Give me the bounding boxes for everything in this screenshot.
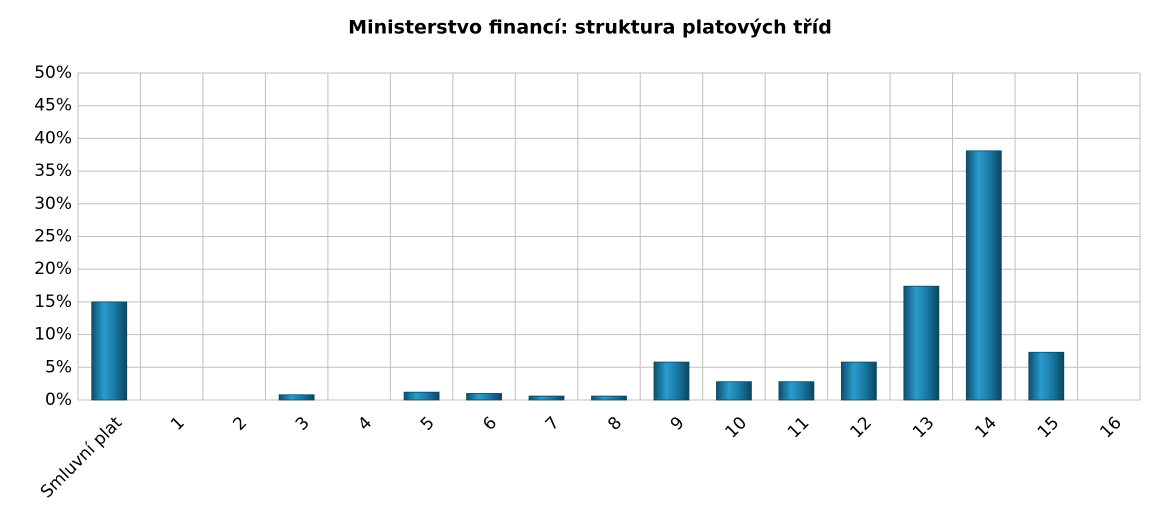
- x-tick-label: 2: [229, 413, 251, 435]
- bar: [278, 394, 315, 401]
- x-tick-label: 10: [722, 413, 751, 442]
- y-tick-label: 40%: [34, 128, 72, 148]
- bar: [778, 381, 815, 401]
- y-tick-label: 15%: [34, 292, 72, 312]
- y-tick-label: 0%: [45, 390, 72, 410]
- bar: [840, 361, 877, 401]
- x-tick-label: 12: [847, 413, 876, 442]
- x-tick-label: 15: [1034, 413, 1063, 442]
- chart-title: Ministerstvo financí: struktura platovýc…: [348, 17, 832, 39]
- bar: [653, 361, 690, 401]
- x-tick-label: 9: [667, 413, 689, 435]
- x-tick-label: 11: [784, 413, 813, 442]
- x-tick-label: 14: [971, 413, 1000, 442]
- x-tick-label: 6: [479, 413, 501, 435]
- y-tick-label: 5%: [45, 357, 72, 377]
- y-tick-label: 50%: [34, 63, 72, 83]
- x-tick-label: Smluvní plat: [37, 413, 127, 503]
- y-tick-label: 25%: [34, 227, 72, 247]
- y-tick-label: 45%: [34, 96, 72, 116]
- bar: [903, 285, 940, 401]
- bar: [716, 381, 752, 401]
- x-tick-label: 1: [167, 413, 189, 435]
- x-tick-label: 13: [909, 413, 938, 442]
- x-tick-label: 16: [1096, 413, 1125, 442]
- x-tick-label: 5: [417, 413, 439, 435]
- x-tick-label: 4: [354, 413, 376, 435]
- bar: [91, 301, 128, 401]
- y-tick-label: 10%: [34, 325, 72, 345]
- y-tick-label: 30%: [34, 194, 72, 214]
- bar: [466, 393, 502, 401]
- y-tick-label: 20%: [34, 259, 72, 279]
- x-tick-label: 8: [604, 413, 626, 435]
- bar: [1028, 351, 1065, 401]
- y-tick-label: 35%: [34, 161, 72, 181]
- bar: [528, 395, 565, 401]
- bar: [403, 391, 440, 401]
- bar: [965, 150, 1002, 401]
- x-tick-label: 7: [542, 413, 564, 435]
- bar: [591, 395, 627, 401]
- x-tick-label: 3: [292, 413, 314, 435]
